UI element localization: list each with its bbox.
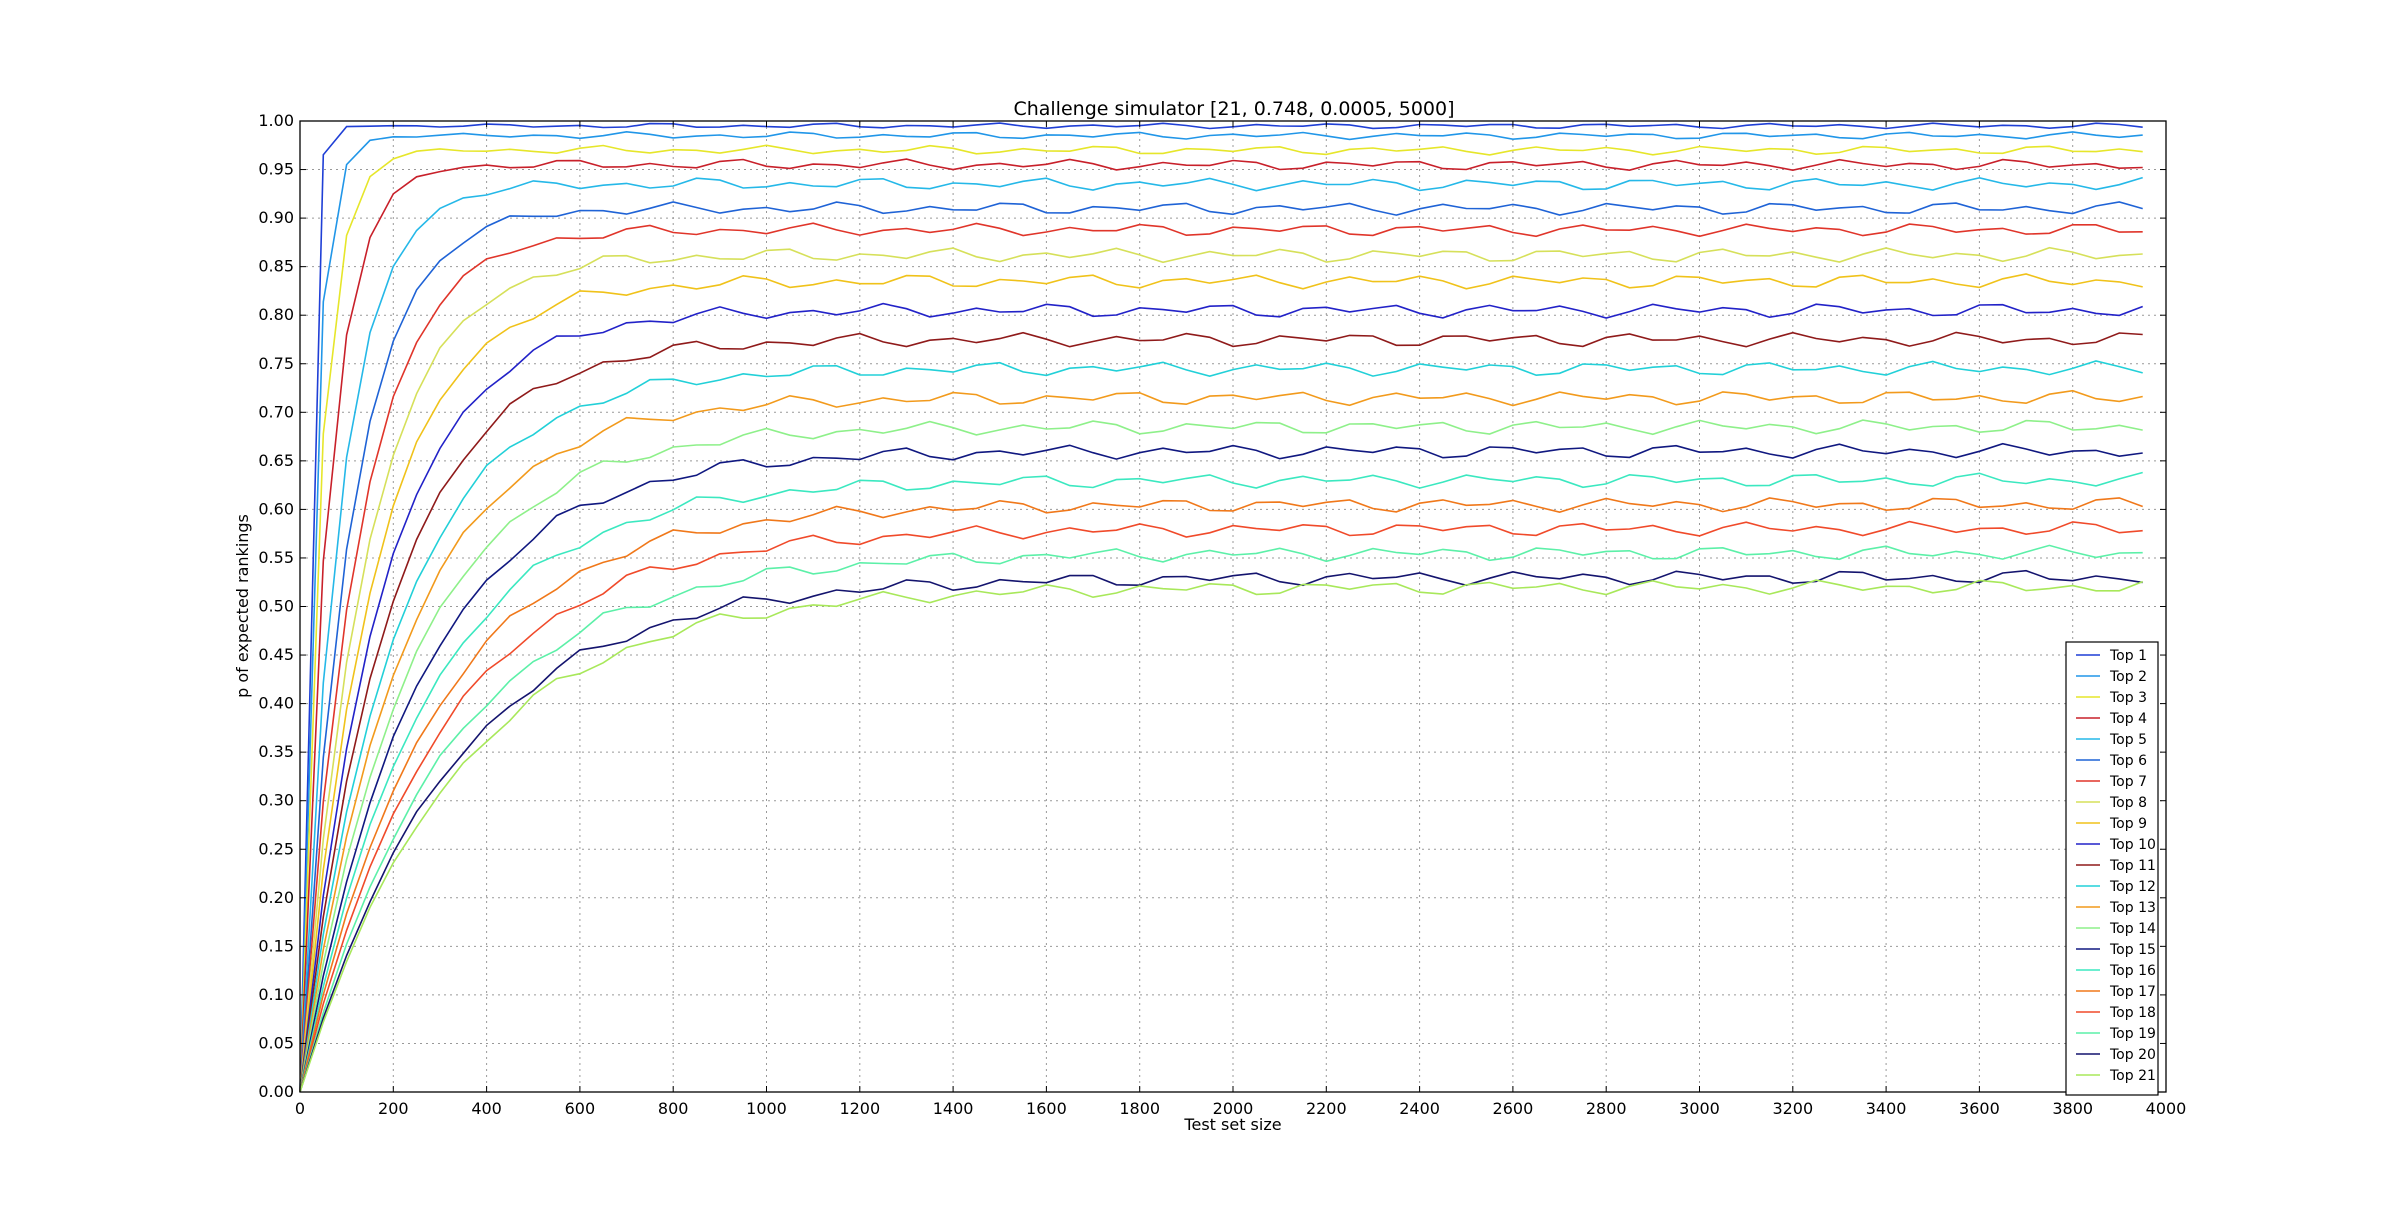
- series-line-top-2: [299, 130, 2143, 1093]
- y-tick-label: 1.00: [258, 111, 294, 130]
- y-tick-label: 0.20: [258, 888, 294, 907]
- legend-label: Top 19: [2109, 1026, 2156, 1042]
- y-tick-label: 0.30: [258, 791, 294, 810]
- legend-label: Top 18: [2109, 1005, 2156, 1021]
- y-tick-label: 0.80: [258, 305, 294, 324]
- series-line-top-11: [299, 331, 2143, 1093]
- legend: Top 1 Top 2 Top 3 Top 4 Top 5 Top 6 Top 7 Top 8…: [2065, 641, 2159, 1096]
- x-tick-label: 2200: [1306, 1099, 1347, 1118]
- y-tick-label: 0.75: [258, 354, 294, 373]
- series-line-top-9: [299, 273, 2143, 1093]
- x-tick-label: 1800: [1119, 1099, 1160, 1118]
- series-lines: [299, 122, 2143, 1093]
- series-line-top-10: [299, 302, 2143, 1093]
- x-tick-label: 3000: [1679, 1099, 1720, 1118]
- legend-label: Top 14: [2109, 921, 2156, 937]
- chart-title: Challenge simulator [21, 0.748, 0.0005, …: [1013, 98, 1454, 120]
- x-tick-label: 3400: [1866, 1099, 1907, 1118]
- legend-label: Top 6: [2109, 753, 2147, 769]
- legend-label: Top 5: [2109, 732, 2147, 748]
- series-line-top-18: [299, 520, 2143, 1093]
- y-tick-label: 0.85: [258, 257, 294, 276]
- series-line-top-3: [299, 144, 2143, 1093]
- x-tick-label: 3200: [1772, 1099, 1813, 1118]
- y-tick-label: 0.60: [258, 499, 294, 518]
- series-line-top-8: [299, 246, 2143, 1093]
- series-line-top-20: [299, 569, 2143, 1093]
- legend-label: Top 21: [2109, 1068, 2156, 1084]
- y-axis-label: p of expected rankings: [233, 514, 252, 698]
- legend-label: Top 12: [2109, 879, 2156, 895]
- x-tick-label: 0: [295, 1099, 305, 1118]
- legend-label: Top 3: [2109, 690, 2147, 706]
- legend-label: Top 11: [2109, 858, 2156, 874]
- series-line-top-14: [299, 419, 2143, 1093]
- y-tick-label: 0.65: [258, 451, 294, 470]
- x-tick-label: 4000: [2146, 1099, 2187, 1118]
- series-line-top-5: [299, 176, 2143, 1093]
- series-line-top-17: [299, 497, 2143, 1093]
- legend-label: Top 17: [2109, 984, 2156, 1000]
- legend-label: Top 2: [2109, 669, 2147, 685]
- legend-label: Top 1: [2109, 648, 2147, 664]
- x-tick-label: 2600: [1493, 1099, 1534, 1118]
- y-tick-label: 0.90: [258, 208, 294, 227]
- y-tick-label: 0.00: [258, 1082, 294, 1101]
- y-axis-ticks: 0.00 0.05 0.10 0.15 0.20 0.25 0.30 0.35 0.40 0.45…: [258, 111, 2166, 1101]
- series-line-top-1: [299, 122, 2143, 1093]
- x-tick-label: 2400: [1399, 1099, 1440, 1118]
- y-tick-label: 0.50: [258, 597, 294, 616]
- legend-label: Top 7: [2109, 774, 2147, 790]
- legend-label: Top 15: [2109, 942, 2156, 958]
- y-tick-label: 0.95: [258, 160, 294, 179]
- x-tick-label: 200: [378, 1099, 409, 1118]
- y-tick-label: 0.25: [258, 839, 294, 858]
- legend-label: Top 13: [2109, 900, 2156, 916]
- x-tick-label: 2000: [1213, 1099, 1254, 1118]
- x-tick-label: 1200: [839, 1099, 880, 1118]
- legend-label: Top 4: [2109, 711, 2147, 727]
- grid-lines: [300, 121, 2166, 1092]
- series-line-top-4: [299, 158, 2143, 1093]
- x-tick-label: 400: [471, 1099, 502, 1118]
- series-line-top-19: [299, 544, 2143, 1093]
- x-axis-label: Test set size: [1183, 1115, 1281, 1134]
- series-line-top-15: [299, 442, 2143, 1093]
- x-tick-label: 800: [658, 1099, 689, 1118]
- legend-label: Top 8: [2109, 795, 2147, 811]
- y-tick-label: 0.40: [258, 694, 294, 713]
- y-tick-label: 0.55: [258, 548, 294, 567]
- legend-label: Top 20: [2109, 1047, 2156, 1063]
- y-tick-label: 0.05: [258, 1033, 294, 1052]
- legend-label: Top 10: [2109, 837, 2156, 853]
- x-tick-label: 1000: [746, 1099, 787, 1118]
- series-line-top-12: [299, 360, 2143, 1093]
- y-tick-label: 0.45: [258, 645, 294, 664]
- y-tick-label: 0.70: [258, 402, 294, 421]
- y-tick-label: 0.15: [258, 936, 294, 955]
- legend-label: Top 9: [2109, 816, 2147, 832]
- series-line-top-21: [299, 579, 2143, 1093]
- x-tick-label: 1400: [933, 1099, 974, 1118]
- series-line-top-6: [299, 201, 2143, 1093]
- x-tick-label: 1600: [1026, 1099, 1067, 1118]
- x-axis-ticks: 0 200 400 600 800 1000 1200 1400 1600 1800 2000 220…: [295, 121, 2186, 1118]
- x-tick-label: 2800: [1586, 1099, 1627, 1118]
- series-line-top-13: [299, 389, 2143, 1093]
- series-line-top-16: [299, 471, 2143, 1093]
- y-tick-label: 0.10: [258, 985, 294, 1004]
- legend-label: Top 16: [2109, 963, 2156, 979]
- x-tick-label: 3800: [2052, 1099, 2093, 1118]
- y-tick-label: 0.35: [258, 742, 294, 761]
- x-tick-label: 600: [565, 1099, 596, 1118]
- x-tick-label: 3600: [1959, 1099, 2000, 1118]
- series-line-top-7: [299, 222, 2143, 1093]
